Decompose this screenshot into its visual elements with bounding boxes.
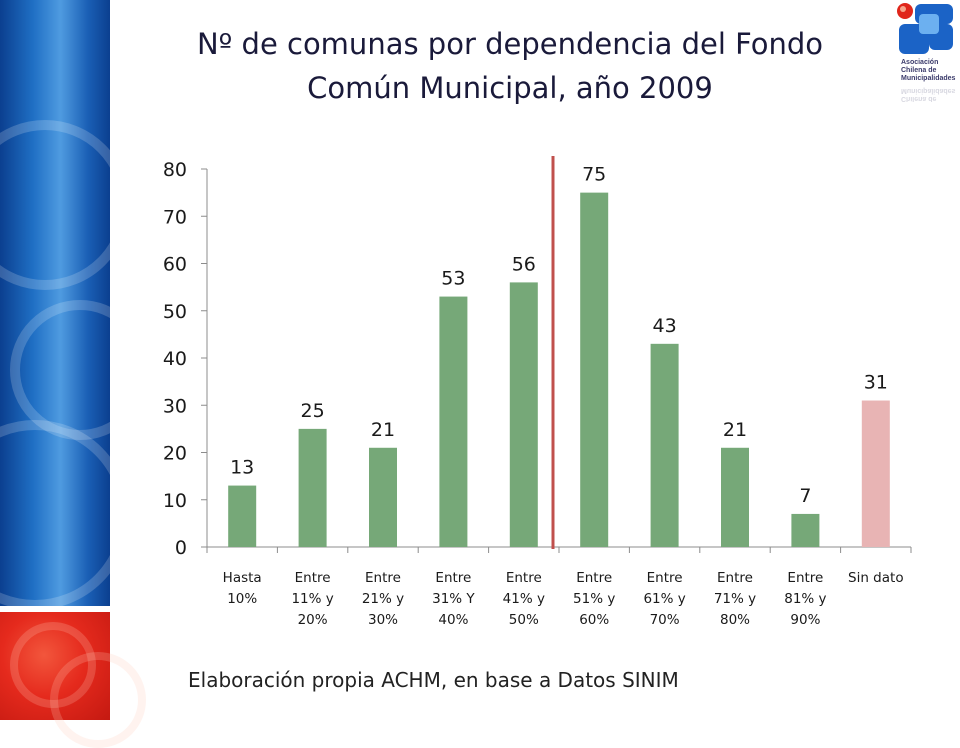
x-category-label-line: 41% y [503, 591, 545, 607]
x-category-label-line: 11% y [291, 591, 333, 607]
x-category-label-line: Entre [647, 570, 683, 586]
bar [228, 485, 257, 547]
bar [650, 343, 679, 547]
x-category-label-line: 40% [438, 612, 468, 628]
bar [369, 447, 397, 547]
x-category-label-line: Hasta [223, 570, 262, 586]
x-category-label-line: 30% [368, 612, 398, 628]
x-category-label: Entre 61% y 70% [643, 570, 685, 628]
y-tick-label: 0 [175, 537, 187, 559]
bar [861, 400, 890, 547]
y-tick-label: 50 [163, 301, 187, 323]
x-category-label-line: Entre [506, 570, 542, 586]
bar-value-label: 56 [512, 253, 536, 275]
chart-title: Nº de comunas por dependencia del Fondo … [150, 22, 870, 110]
x-category-label: Sin dato [848, 570, 904, 586]
x-category-label-line: Entre [295, 570, 331, 586]
x-category-label: Entre 41% y 50% [503, 570, 545, 628]
x-category-label-line: 31% Y [432, 591, 475, 607]
x-category-label-line: 60% [579, 612, 609, 628]
bar-value-label: 43 [653, 315, 677, 337]
y-tick-label: 60 [163, 254, 187, 276]
x-category-label-line: 50% [509, 612, 539, 628]
bar [721, 447, 749, 547]
x-category-label-line: Entre [576, 570, 612, 586]
source-note: Elaboración propia ACHM, en base a Datos… [188, 668, 679, 692]
x-category-label: Entre 51% y 60% [573, 570, 615, 628]
bar [439, 296, 468, 547]
bar [509, 282, 538, 547]
x-category-label: Entre 11% y 20% [291, 570, 333, 628]
x-category-label: Entre 81% y 90% [784, 570, 826, 628]
logo-text: Asociación Chilena de Municipalidades [901, 59, 956, 82]
bar-value-label: 7 [799, 485, 811, 507]
x-category-label-line: 71% y [714, 591, 756, 607]
x-category-label: Hasta 10% [223, 570, 262, 607]
x-category-label-line: 80% [720, 612, 750, 628]
achm-logo-icon [897, 3, 953, 54]
bar-value-label: 31 [864, 372, 888, 394]
x-category-label-line: Entre [787, 570, 823, 586]
chart-title-line-1: Nº de comunas por dependencia del Fondo [196, 27, 824, 61]
bar-value-label: 25 [301, 400, 325, 422]
x-category-label-line: Entre [717, 570, 753, 586]
x-category-label-line: 61% y [643, 591, 685, 607]
y-tick-label: 20 [163, 443, 187, 465]
band-separator [0, 606, 110, 612]
achm-logo: Asociación Chilena de Municipalidades Ch… [893, 0, 960, 110]
left-decorative-band [0, 0, 150, 610]
x-category-label-line: 81% y [784, 591, 826, 607]
y-tick-label: 30 [163, 395, 187, 417]
x-category-label-line: Entre [365, 570, 401, 586]
bar-value-label: 75 [582, 164, 606, 186]
x-category-label: Entre 71% y 80% [714, 570, 756, 628]
x-category-label-line: 70% [650, 612, 680, 628]
x-category-label-line: Sin dato [848, 570, 904, 586]
y-tick-label: 10 [163, 490, 187, 512]
y-tick-label: 40 [163, 348, 187, 370]
y-tick-label: 70 [163, 206, 187, 228]
bar [298, 428, 327, 547]
bar-value-label: 21 [723, 419, 747, 441]
x-category-label-line: 20% [298, 612, 328, 628]
x-category-label: Entre 31% Y 40% [432, 570, 475, 628]
x-category-label-line: Entre [435, 570, 471, 586]
bar-chart: 0 10 20 30 40 50 60 70 80 13 Hasta 10% 25 Entre 11% y 2… [163, 156, 912, 628]
x-category-label-line: 51% y [573, 591, 615, 607]
y-tick-label: 80 [163, 159, 187, 181]
x-category-label-line: 90% [790, 612, 820, 628]
bar [791, 513, 820, 547]
x-category-label-line: 10% [227, 591, 257, 607]
bar [580, 192, 609, 547]
bar-value-label: 13 [230, 457, 254, 479]
chart-title-line-2: Común Municipal, año 2009 [307, 71, 713, 105]
bar-value-label: 53 [441, 268, 465, 290]
x-category-label: Entre 21% y 30% [362, 570, 404, 628]
bar-value-label: 21 [371, 419, 395, 441]
x-category-label-line: 21% y [362, 591, 404, 607]
